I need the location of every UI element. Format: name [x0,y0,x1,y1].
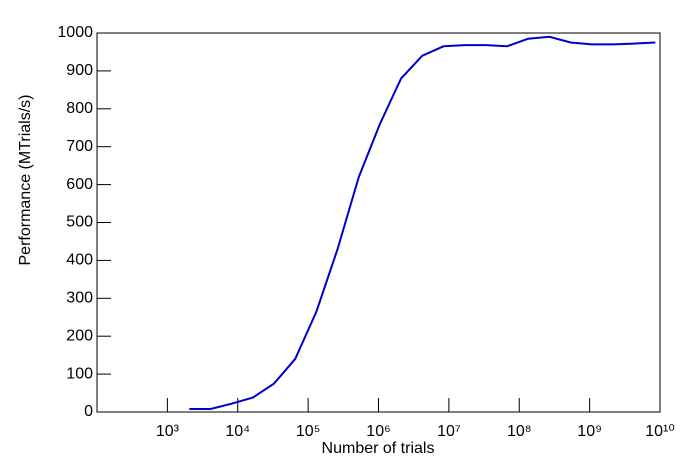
y-tick-label: 800 [66,100,93,117]
y-tick-label: 900 [66,62,93,79]
x-tick-label: 10⁵ [296,423,320,440]
y-tick-label: 500 [66,214,93,231]
plot-frame [96,32,661,413]
x-tick-label: 10⁸ [507,423,532,440]
y-tick-label: 1000 [57,24,93,41]
y-tick-label: 600 [66,176,93,193]
y-tick-label: 0 [84,403,93,420]
y-tick-label: 100 [66,365,93,382]
x-tick-label: 10⁷ [437,423,461,440]
y-tick-label: 200 [66,327,93,344]
x-tick-label: 10¹⁰ [645,423,675,440]
y-tick-label: 300 [66,290,93,307]
x-axis-label: Number of trials [322,440,435,457]
x-tick-label: 10⁶ [366,423,390,440]
y-tick-label: 400 [66,252,93,269]
x-tick-label: 10⁴ [225,423,250,440]
x-tick-label: 10⁹ [577,423,602,440]
y-axis-label: Performance (MTrials/s) [17,95,34,266]
y-tick-label: 700 [66,138,93,155]
data-line [189,35,656,410]
x-tick-label: 10³ [156,423,180,440]
